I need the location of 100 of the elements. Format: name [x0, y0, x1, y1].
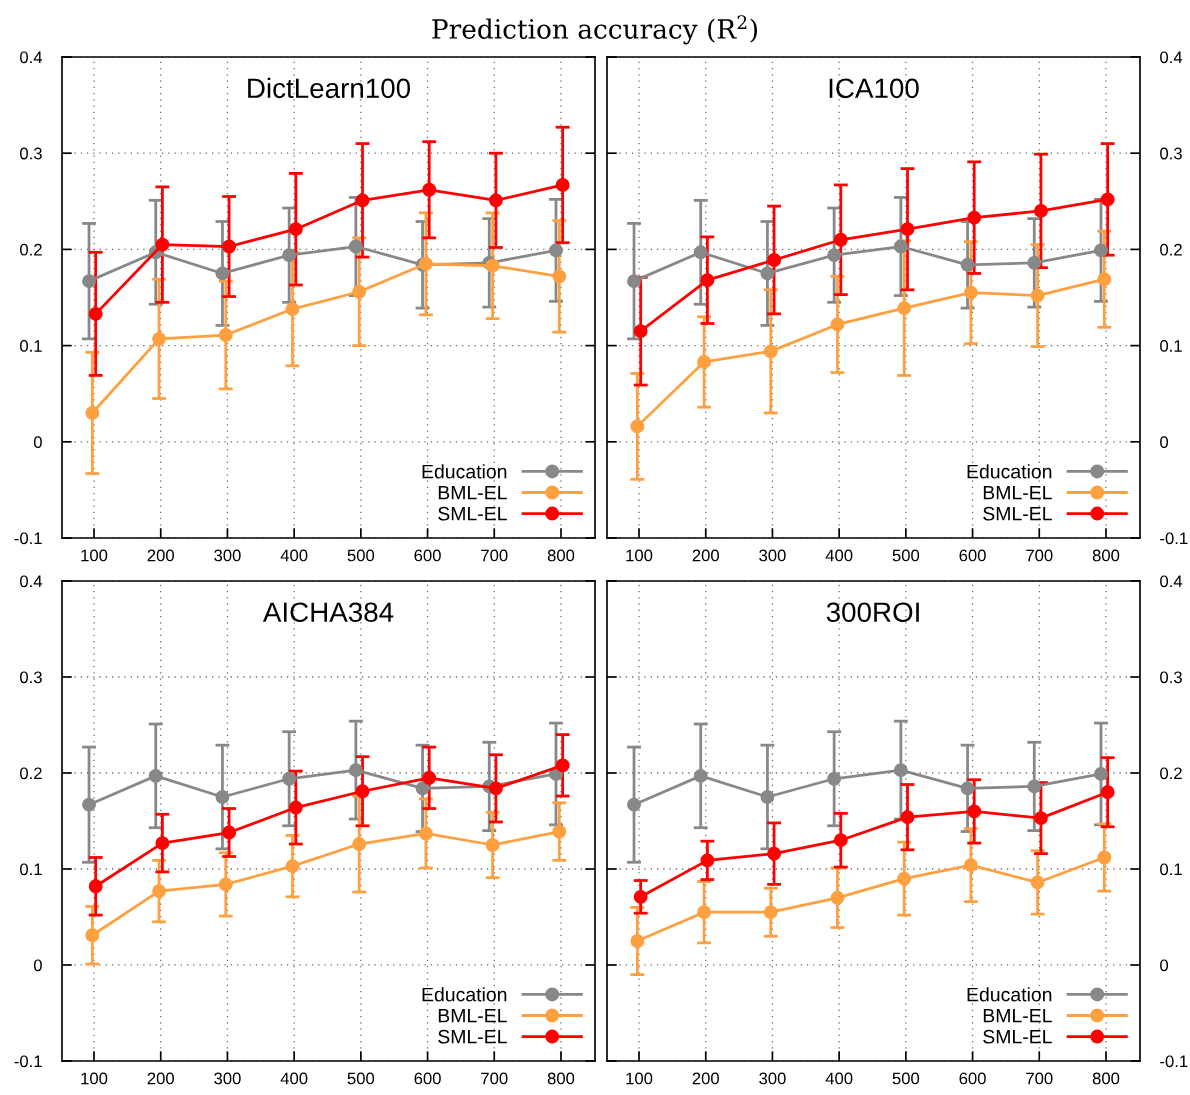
point: [552, 269, 567, 284]
point: [827, 248, 842, 263]
point: [82, 797, 96, 812]
point: [963, 858, 978, 873]
y-tick-label: 0: [1160, 436, 1169, 448]
x-tick-label: 600: [414, 549, 441, 562]
point: [1100, 785, 1115, 800]
point: [630, 419, 645, 434]
y-tick-label: 0.2: [1160, 767, 1182, 780]
x-tick-label: 800: [547, 549, 575, 562]
point: [627, 797, 641, 812]
point: [693, 768, 708, 783]
x-tick-label: 300: [214, 549, 241, 562]
y-tick-label: -0.1: [1160, 532, 1188, 545]
x-tick-label: 800: [1092, 1072, 1120, 1085]
point: [352, 284, 367, 299]
x-tick-label: 500: [892, 1072, 920, 1085]
point: [897, 301, 912, 316]
point: [282, 771, 297, 786]
point: [418, 826, 433, 841]
x-tick-label: 600: [959, 1072, 986, 1085]
legend-label: Education: [422, 464, 507, 479]
legend-label: BML-EL: [438, 1008, 507, 1023]
text: ICA100: [829, 78, 919, 99]
point: [422, 770, 437, 785]
x-tick-label: 600: [959, 549, 986, 562]
y-tick-label: 0.3: [1160, 671, 1182, 684]
point: [555, 758, 570, 773]
point: [1097, 272, 1112, 287]
point: [963, 285, 978, 300]
point: [760, 266, 775, 281]
x-tick-label: 300: [759, 549, 786, 562]
point: [148, 768, 163, 783]
legend-label: Education: [422, 987, 507, 1002]
y-tick-label: 0.1: [20, 340, 42, 352]
point: [85, 928, 100, 943]
y-tick-label: 0.4: [20, 51, 43, 64]
x-tick-label: 400: [280, 1072, 308, 1085]
y-tick-label: 0.4: [1160, 575, 1183, 588]
x-tick-label: 700: [481, 549, 508, 562]
point: [960, 257, 975, 272]
x-tick-label: 100: [626, 1072, 653, 1085]
text: Prediction accuracy (R$^{2}$): [432, 15, 758, 45]
point: [282, 248, 297, 263]
point: [82, 274, 96, 289]
x-tick-label: 200: [147, 1072, 174, 1085]
point: [893, 239, 908, 254]
point: [488, 193, 503, 208]
point: [288, 800, 303, 815]
x-tick-label: 600: [414, 1072, 441, 1085]
y-tick-label: -0.1: [14, 532, 42, 545]
text: DictLearn100: [248, 77, 411, 99]
point: [415, 781, 430, 796]
point: [1094, 767, 1108, 781]
x-tick-label: 100: [626, 549, 653, 562]
legend-label: BML-EL: [983, 485, 1052, 500]
y-tick-label: 0.1: [20, 863, 42, 876]
point: [352, 837, 367, 851]
y-tick-label: 0.4: [20, 575, 43, 588]
point: [1027, 255, 1042, 270]
y-tick-label: 0.4: [1160, 51, 1183, 64]
point: [222, 239, 237, 254]
point: [1033, 811, 1048, 826]
y-tick-label: 0.2: [1160, 243, 1182, 256]
point: [88, 879, 103, 894]
point: [155, 836, 170, 851]
point: [967, 804, 982, 819]
point: [355, 784, 370, 799]
y-tick-label: 0.2: [20, 243, 42, 256]
point: [85, 405, 100, 420]
y-tick-label: 0.1: [1160, 863, 1182, 876]
point: [1100, 192, 1115, 207]
point: [827, 771, 842, 786]
point: [488, 781, 503, 796]
point: [222, 825, 237, 840]
legend-label: SML-EL: [983, 1029, 1052, 1044]
y-tick-label: 0.1: [1160, 340, 1182, 352]
y-tick-label: 0.3: [20, 671, 42, 684]
point: [700, 853, 715, 868]
point: [218, 877, 233, 892]
y-tick-label: 0: [33, 436, 42, 448]
y-tick-label: 0.2: [20, 767, 42, 780]
legend-label: SML-EL: [983, 506, 1052, 521]
y-tick-label: 0.3: [1160, 147, 1182, 160]
point: [833, 833, 848, 848]
point: [485, 838, 500, 852]
point: [355, 193, 370, 208]
x-tick-label: 200: [692, 549, 719, 562]
point: [893, 763, 908, 778]
point: [1097, 850, 1112, 865]
x-tick-label: 400: [280, 549, 308, 562]
point: [697, 905, 712, 920]
legend-label: BML-EL: [438, 485, 507, 500]
point: [693, 245, 708, 260]
point: [555, 178, 570, 192]
point: [767, 253, 782, 267]
point: [630, 934, 645, 948]
point: [830, 890, 845, 905]
point: [288, 222, 303, 237]
point: [152, 884, 167, 899]
